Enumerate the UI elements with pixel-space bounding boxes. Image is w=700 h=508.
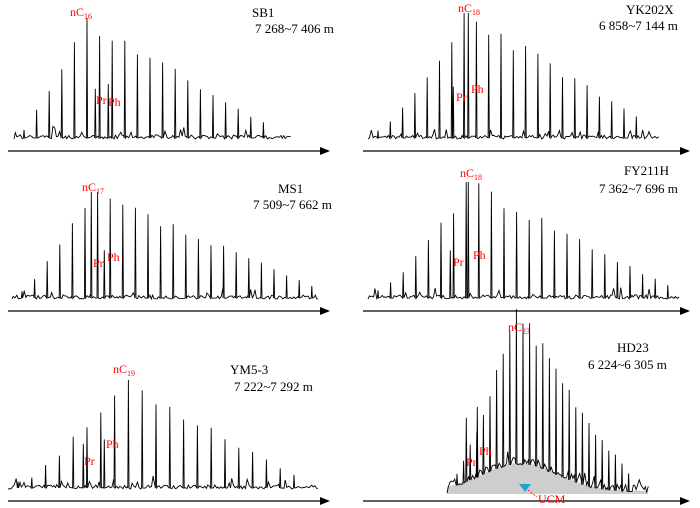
chromatogram-trace — [367, 12, 660, 141]
main-peak-label: nC18 — [460, 166, 482, 182]
depth-range: 7 268~7 406 m — [255, 21, 334, 36]
chromatogram-trace — [7, 379, 319, 490]
main-peak-label: nC16 — [70, 5, 92, 21]
depth-range: 6 858~7 144 m — [599, 18, 678, 33]
depth-range: 7 362~7 696 m — [599, 181, 678, 196]
panel-ym5-3: nC19 Pr Ph YM5-3 7 222~7 292 m — [7, 362, 330, 505]
pristane-label: Pr — [456, 90, 467, 104]
well-name: FY211H — [624, 163, 669, 178]
well-name: SB1 — [252, 5, 274, 20]
chromatogram-trace — [367, 181, 680, 301]
panel-ms1: nC17 Pr Ph MS1 7 509~7 662 m — [8, 180, 332, 315]
phytane-label: Ph — [471, 82, 484, 96]
pristane-label: Pr — [96, 93, 107, 107]
chromatogram-trace — [446, 309, 649, 494]
axis-arrow — [680, 307, 690, 315]
phytane-label: Ph — [479, 444, 492, 458]
phytane-label: Ph — [473, 248, 486, 262]
axis-arrow — [320, 497, 330, 505]
ucm-hump — [447, 463, 648, 494]
axis-arrow — [680, 497, 690, 505]
ucm-label: UCM — [538, 492, 566, 506]
pristane-label: Pr — [93, 256, 104, 270]
pristane-label: Pr — [453, 255, 464, 269]
well-name: MS1 — [278, 181, 303, 196]
well-name: HD23 — [617, 340, 649, 355]
depth-range: 7 222~7 292 m — [234, 379, 313, 394]
well-name: YK202X — [626, 2, 674, 17]
panel-fy211h: nC18 Pr Ph FY211H 7 362~7 696 m — [363, 163, 690, 315]
main-peak-label: nC23 — [508, 320, 530, 336]
ucm-leader — [527, 489, 538, 498]
panel-hd23: nC23 Pr Ph UCM HD23 6 224~6 305 m — [363, 309, 690, 506]
main-peak-label: nC17 — [82, 180, 104, 196]
axis-arrow — [680, 147, 690, 155]
axis-arrow — [320, 147, 330, 155]
main-peak-label: nC18 — [458, 1, 480, 17]
axis-arrow — [320, 307, 330, 315]
pristane-label: Pr — [84, 454, 95, 468]
pristane-label: Pr — [466, 455, 477, 469]
phytane-label: Ph — [108, 95, 121, 109]
panel-sb1: nC16 Pr Ph SB1 7 268~7 406 m — [8, 5, 334, 155]
chromatogram-trace — [11, 191, 319, 301]
phytane-label: Ph — [107, 250, 120, 264]
chromatogram-trace — [13, 17, 291, 140]
depth-range: 6 224~6 305 m — [588, 357, 667, 372]
panel-yk202x: nC18 Pr Ph YK202X 6 858~7 144 m — [363, 1, 690, 155]
well-name: YM5-3 — [230, 362, 268, 377]
main-peak-label: nC19 — [113, 362, 135, 378]
depth-range: 7 509~7 662 m — [253, 197, 332, 212]
phytane-label: Ph — [106, 437, 119, 451]
ucm-marker-icon — [519, 484, 531, 492]
